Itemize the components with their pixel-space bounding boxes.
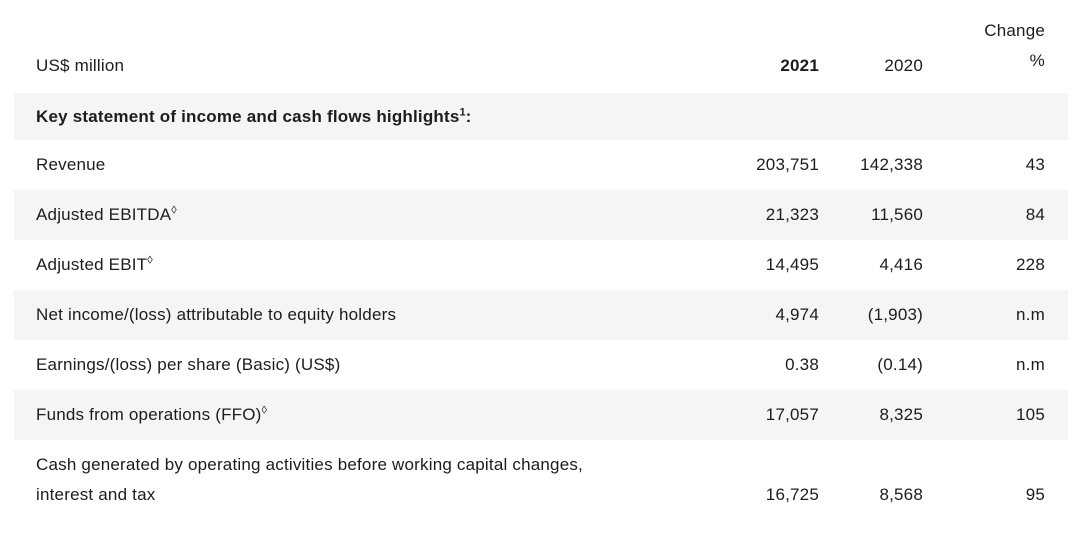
value-2020: (1,903) — [867, 305, 923, 324]
change-label: Change — [984, 21, 1045, 40]
col-header-2020: 2020 — [884, 56, 923, 75]
row-label: Adjusted EBITDA◊ — [36, 204, 177, 224]
table-row-cash-generated: Cash generated by operating activities b… — [14, 440, 1068, 517]
row-label: Adjusted EBIT◊ — [36, 254, 153, 274]
unit-label: US$ million — [36, 56, 125, 75]
row-label: Cash generated by operating activities b… — [36, 455, 583, 504]
value-2020: (0.14) — [877, 355, 923, 374]
table-row-net-income: Net income/(loss) attributable to equity… — [14, 290, 1068, 340]
table-header-row: US$ million 2021 2020 Change% — [14, 0, 1068, 93]
section-header-row: Key statement of income and cash flows h… — [14, 93, 1068, 140]
value-2021: 14,495 — [765, 255, 819, 274]
section-title-text: Key statement of income and cash flows h… — [36, 106, 460, 126]
row-label: Revenue — [36, 155, 106, 174]
col-header-change: Change% — [923, 16, 1045, 76]
value-2020: 11,560 — [871, 205, 923, 224]
value-change: 228 — [1016, 255, 1045, 274]
value-2021: 16,725 — [765, 485, 819, 504]
table-row-revenue: Revenue 203,751 142,338 43 — [14, 140, 1068, 190]
value-2020: 142,338 — [860, 155, 923, 174]
value-change: 95 — [1025, 485, 1045, 504]
value-2021: 21,323 — [765, 205, 819, 224]
value-change: 43 — [1025, 155, 1045, 174]
row-label: Earnings/(loss) per share (Basic) (US$) — [36, 355, 341, 374]
col-header-2021: 2021 — [780, 56, 819, 75]
financial-highlights-table: US$ million 2021 2020 Change% Key statem… — [14, 0, 1068, 517]
value-2021: 0.38 — [785, 355, 819, 374]
table-row-ffo: Funds from operations (FFO)◊ 17,057 8,32… — [14, 390, 1068, 440]
table-row-adjusted-ebitda: Adjusted EBITDA◊ 21,323 11,560 84 — [14, 190, 1068, 240]
value-2020: 4,416 — [879, 255, 923, 274]
value-change: 105 — [1016, 405, 1045, 424]
value-2020: 8,568 — [879, 485, 923, 504]
row-label: Funds from operations (FFO)◊ — [36, 404, 267, 424]
section-title-suffix: : — [465, 106, 472, 126]
value-2021: 4,974 — [775, 305, 819, 324]
table-row-adjusted-ebit: Adjusted EBIT◊ 14,495 4,416 228 — [14, 240, 1068, 290]
value-change: n.m — [1016, 355, 1045, 374]
diamond-footnote-marker: ◊ — [261, 404, 267, 417]
value-2020: 8,325 — [879, 405, 923, 424]
change-unit-label: % — [1029, 51, 1045, 70]
row-label: Net income/(loss) attributable to equity… — [36, 305, 397, 324]
table-row-eps: Earnings/(loss) per share (Basic) (US$) … — [14, 340, 1068, 390]
diamond-footnote-marker: ◊ — [171, 204, 177, 217]
value-2021: 17,057 — [765, 405, 819, 424]
value-change: n.m — [1016, 305, 1045, 324]
section-header-title: Key statement of income and cash flows h… — [36, 105, 699, 127]
diamond-footnote-marker: ◊ — [147, 254, 153, 267]
value-change: 84 — [1025, 205, 1045, 224]
value-2021: 203,751 — [756, 155, 819, 174]
section-footnote-marker: 1 — [459, 105, 466, 118]
